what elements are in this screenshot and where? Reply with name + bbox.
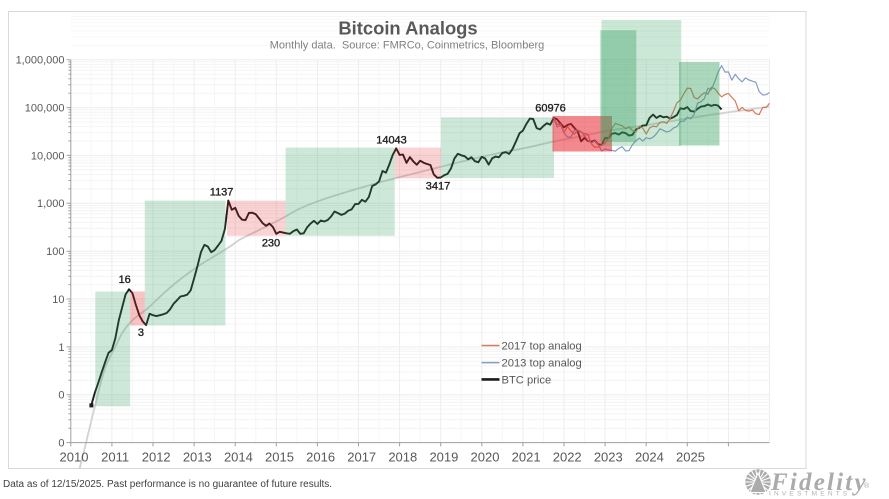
svg-text:2021: 2021 [512,449,541,464]
svg-text:100: 100 [46,246,64,258]
svg-text:2017 top analog: 2017 top analog [502,341,582,353]
svg-text:230: 230 [262,237,280,249]
svg-text:60976: 60976 [535,103,566,115]
svg-text:2024: 2024 [635,449,664,464]
svg-text:BTC price: BTC price [502,375,552,387]
svg-text:1,000,000: 1,000,000 [16,55,65,67]
svg-text:®: ® [864,482,870,490]
svg-text:Bitcoin Analogs: Bitcoin Analogs [338,18,477,39]
svg-text:Fidelity: Fidelity [770,469,868,496]
svg-text:0: 0 [58,438,64,450]
svg-text:1: 1 [58,342,64,354]
svg-text:Monthly data. Source: FMRCo,: Monthly data. Source: FMRCo, Coinmetrics… [270,39,545,51]
svg-text:INVESTMENTS: INVESTMENTS [769,491,850,498]
svg-text:2019: 2019 [429,449,458,464]
svg-text:14043: 14043 [376,135,407,147]
svg-text:0: 0 [58,390,64,402]
svg-text:2025: 2025 [676,449,705,464]
svg-text:2011: 2011 [101,449,129,464]
svg-text:10,000: 10,000 [31,150,65,162]
svg-text:2012: 2012 [142,449,171,464]
svg-text:2013 top analog: 2013 top analog [502,358,582,370]
svg-text:3417: 3417 [426,181,450,193]
svg-text:2015: 2015 [265,449,294,464]
svg-text:3: 3 [138,327,144,339]
svg-text:2014: 2014 [224,449,253,464]
svg-text:2010: 2010 [60,449,89,464]
svg-text:10: 10 [52,294,64,306]
svg-text:2023: 2023 [594,449,623,464]
svg-text:2020: 2020 [471,449,500,464]
svg-text:2018: 2018 [388,449,417,464]
svg-text:Data as of 12/15/2025. Past pe: Data as of 12/15/2025. Past performance … [3,479,332,490]
svg-text:100,000: 100,000 [25,103,65,115]
svg-text:1137: 1137 [210,187,234,199]
svg-text:2013: 2013 [183,449,212,464]
svg-text:2022: 2022 [553,449,582,464]
svg-text:2016: 2016 [306,449,335,464]
svg-text:1,000: 1,000 [37,198,65,210]
svg-text:2017: 2017 [347,449,376,464]
svg-text:16: 16 [119,274,131,286]
